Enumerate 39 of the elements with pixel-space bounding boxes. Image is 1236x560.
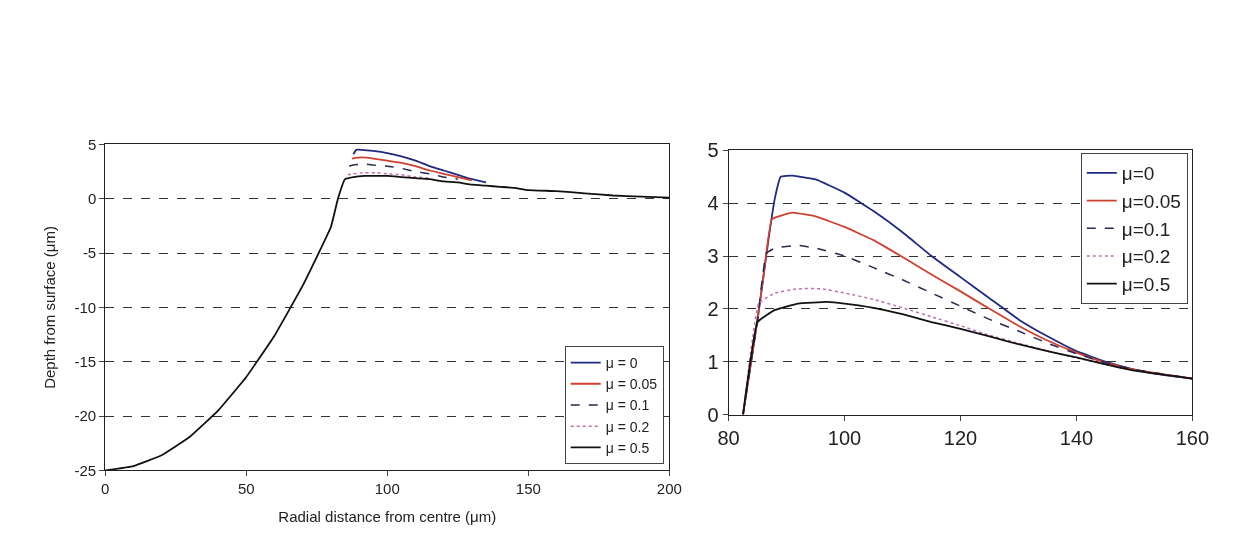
y-tick-label: 2 <box>707 297 719 320</box>
x-tick-label: 100 <box>827 426 862 449</box>
legend-label: μ=0 <box>1121 163 1155 185</box>
x-tick-label: 80 <box>717 426 740 449</box>
line-series <box>352 148 487 184</box>
x-tick-label: 100 <box>374 480 400 498</box>
y-tick-label: 0 <box>87 190 97 208</box>
y-tick-label: 5 <box>87 135 97 153</box>
line-series <box>351 156 473 182</box>
line-series <box>348 163 459 180</box>
x-tick-label: 140 <box>1059 426 1094 449</box>
legend-label: μ = 0 <box>605 354 638 371</box>
x-axis-title: Radial distance from centre (μm) <box>278 508 497 526</box>
legend-label: μ = 0.05 <box>605 376 658 393</box>
y-tick-label: -10 <box>74 298 97 316</box>
x-tick-label: 160 <box>1175 426 1210 449</box>
y-axis-title: Depth from surface (μm) <box>40 226 58 389</box>
legend-label: μ = 0.5 <box>605 439 650 456</box>
legend-label: μ=0.5 <box>1121 274 1171 296</box>
x-tick-label: 120 <box>943 426 978 449</box>
y-tick-label: -5 <box>82 244 97 262</box>
y-tick-label: 0 <box>707 403 719 426</box>
y-tick-label: 4 <box>707 192 719 215</box>
y-tick-label: 3 <box>707 245 719 267</box>
x-tick-label: 150 <box>515 480 541 498</box>
y-tick-label: -20 <box>74 407 97 425</box>
legend-label: μ=0.2 <box>1121 246 1171 268</box>
x-tick-label: 200 <box>656 480 682 498</box>
y-tick-label: -15 <box>74 353 97 371</box>
legend-label: μ=0.1 <box>1121 218 1171 240</box>
legend-label: μ=0.05 <box>1121 190 1181 212</box>
y-tick-label: 1 <box>707 350 719 373</box>
y-tick-label: 5 <box>707 139 719 162</box>
legend-label: μ = 0.1 <box>605 397 650 414</box>
x-tick-label: 50 <box>237 480 255 498</box>
legend-label: μ = 0.2 <box>605 418 650 435</box>
line-series <box>105 175 670 471</box>
x-tick-label: 0 <box>101 480 110 498</box>
y-tick-label: -25 <box>74 461 97 479</box>
